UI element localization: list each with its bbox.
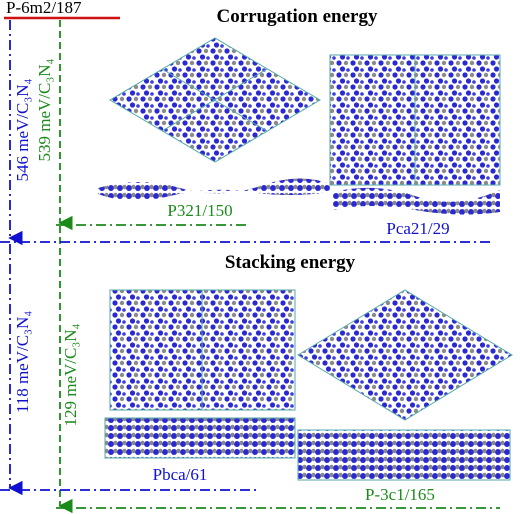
energy-guides — [0, 20, 500, 514]
section-title: Corrugation energy — [217, 6, 378, 27]
energy-label: 539 meV/C₃N₄ — [35, 58, 54, 161]
energy-label: 118 meV/C₃N₄ — [13, 311, 32, 413]
energy-label: 546 meV/C₃N₄ — [13, 78, 32, 181]
structure-label: P-3c1/165 — [365, 485, 435, 504]
section-title: Stacking energy — [225, 252, 356, 273]
structure-label: P321/150 — [167, 201, 232, 220]
structure-image — [98, 37, 501, 215]
structure-label: Pbca/61 — [153, 465, 208, 484]
structure-image — [104, 289, 513, 481]
reference-label: P-6m2/187 — [6, 0, 82, 17]
energy-label: 129 meV/C₃N₄ — [61, 323, 80, 426]
structure-label: Pca21/29 — [386, 219, 449, 238]
